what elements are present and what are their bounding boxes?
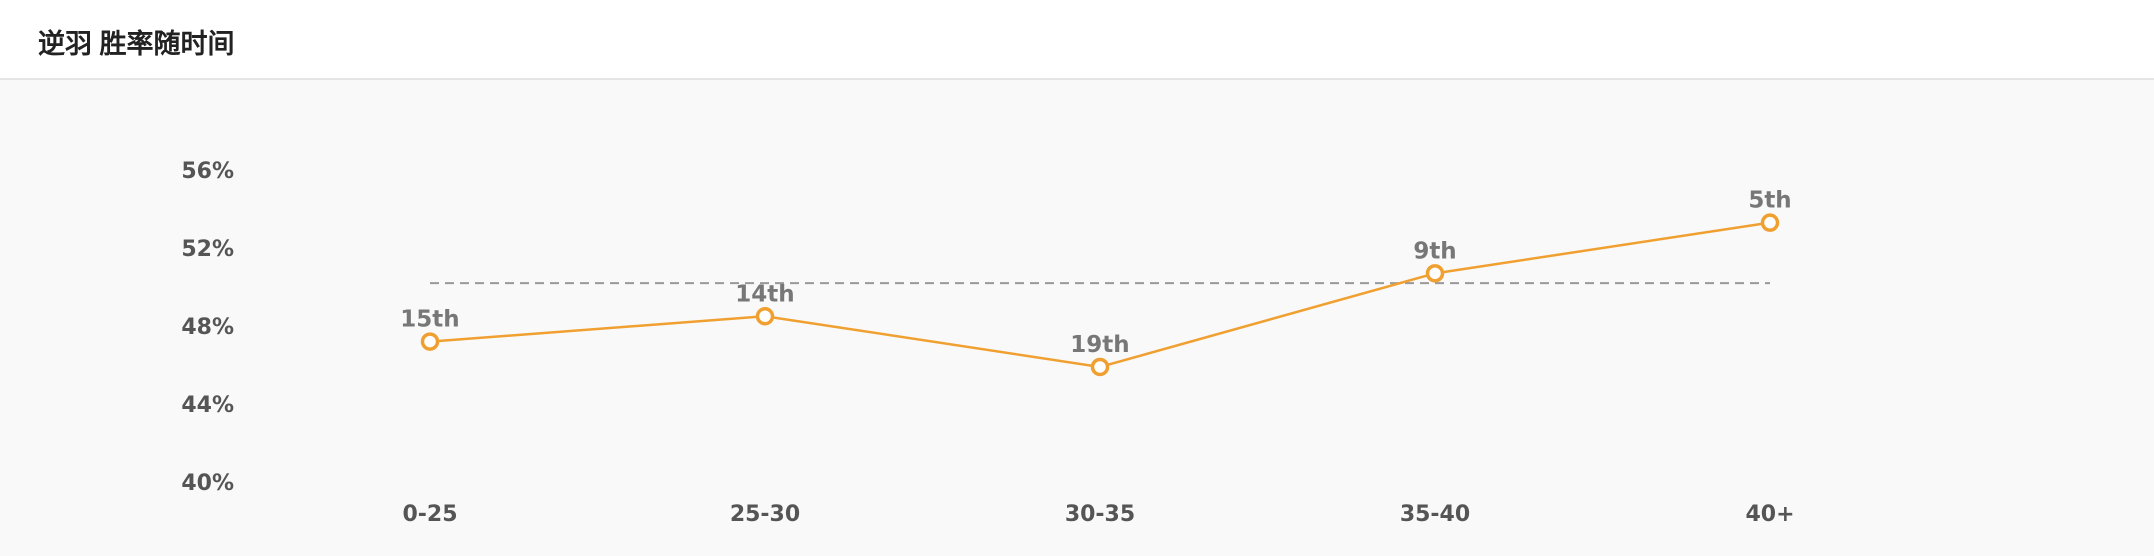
- x-tick-label: 30-35: [1065, 502, 1135, 527]
- y-tick-label: 52%: [181, 237, 234, 262]
- y-axis-ticks: 40% 44% 48% 52% 56%: [181, 159, 234, 496]
- data-label: 5th: [1748, 188, 1791, 214]
- data-label: 15th: [400, 307, 459, 333]
- y-tick-label: 44%: [181, 393, 234, 418]
- data-label: 14th: [735, 281, 794, 307]
- data-point: [1760, 213, 1780, 232]
- y-tick-label: 56%: [181, 159, 234, 184]
- data-point: [755, 307, 775, 326]
- data-points-layer: [420, 213, 1780, 377]
- data-label: 19th: [1070, 332, 1129, 358]
- x-tick-label: 0-25: [402, 502, 457, 527]
- x-tick-label: 35-40: [1400, 502, 1470, 527]
- page-title: 逆羽 胜率随时间: [38, 29, 235, 59]
- x-tick-label: 25-30: [730, 502, 800, 527]
- data-label: 9th: [1413, 238, 1456, 264]
- data-point: [1090, 357, 1110, 377]
- data-point: [1425, 264, 1445, 283]
- data-point: [420, 332, 440, 351]
- winrate-line-chart: 40% 44% 48% 52% 56% 0-25 25-30 30-35 35-40 40+ 1…: [181, 159, 1794, 527]
- y-tick-label: 48%: [181, 315, 234, 340]
- panel-header: 逆羽 胜率随时间: [0, 0, 2154, 80]
- y-tick-label: 40%: [181, 471, 234, 496]
- data-labels-layer: 15th 14th 19th 9th 5th: [400, 188, 1791, 358]
- x-tick-label: 40+: [1745, 502, 1794, 527]
- x-axis-ticks: 0-25 25-30 30-35 35-40 40+: [402, 502, 1794, 527]
